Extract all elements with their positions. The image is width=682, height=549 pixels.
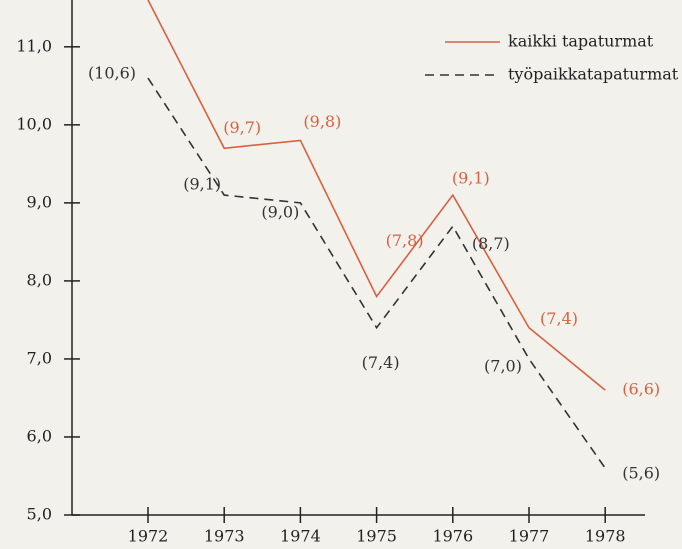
series-line [147, 0, 606, 391]
data-label: (8,7) [472, 234, 510, 253]
y-tick-label: 5,0 [27, 505, 52, 524]
y-tick-label: 6,0 [27, 426, 52, 445]
y-tick-label: 10,0 [16, 114, 52, 133]
data-label: (9,1) [183, 175, 221, 194]
data-label: (10,6) [88, 64, 136, 83]
series-line [147, 77, 606, 469]
x-tick-label: 1972 [128, 527, 169, 546]
x-tick-label: 1976 [432, 527, 473, 546]
data-label: (7,4) [362, 353, 400, 372]
x-tick-label: 1977 [509, 527, 550, 546]
legend-label: kaikki tapaturmat [508, 32, 654, 51]
data-label: (7,4) [540, 309, 578, 328]
y-tick-label: 8,0 [27, 270, 52, 289]
data-label: (7,0) [484, 356, 522, 375]
y-tick-label: 7,0 [27, 348, 52, 367]
x-tick-label: 1975 [356, 527, 397, 546]
data-label: (9,7) [223, 118, 261, 137]
data-label: (9,1) [452, 169, 490, 188]
data-label: (6,6) [622, 380, 660, 399]
y-tick-label: 11,0 [16, 36, 52, 55]
x-tick-label: 1978 [585, 527, 626, 546]
data-label: (9,0) [261, 202, 299, 221]
x-tick-label: 1973 [204, 527, 245, 546]
data-label: (9,8) [303, 112, 341, 131]
data-label: (7,8) [386, 231, 424, 250]
data-label: (5,6) [622, 464, 660, 483]
legend-label: työpaikkatapaturmat [508, 65, 679, 84]
y-tick-label: 9,0 [27, 192, 52, 211]
x-tick-label: 1974 [280, 527, 321, 546]
